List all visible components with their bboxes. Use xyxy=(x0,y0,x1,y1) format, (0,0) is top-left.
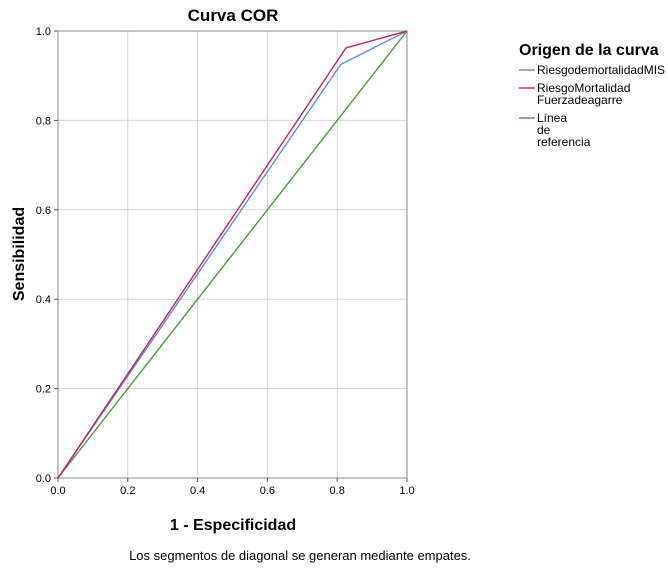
x-axis-ticks: 0.0 0.2 0.4 0.6 0.8 1.0 xyxy=(50,478,415,497)
x-tick-label: 0.2 xyxy=(120,485,135,497)
x-tick-label: 0.8 xyxy=(330,485,345,497)
y-tick-label: 0.2 xyxy=(36,384,51,396)
x-tick-label: 1.0 xyxy=(399,485,414,497)
y-tick-label: 0.6 xyxy=(36,205,51,217)
chart-footnote: Los segmentos de diagonal se generan med… xyxy=(129,548,471,563)
legend-label-0: RiesgodemortalidadMIS xyxy=(537,63,665,77)
x-tick-label: 0.4 xyxy=(190,485,205,497)
series-line-2 xyxy=(57,30,408,479)
y-tick-label: 1.0 xyxy=(36,26,51,38)
legend-label-2: Línea xyxy=(537,111,567,125)
series-line-0 xyxy=(57,30,408,479)
y-axis-label: Sensibilidad xyxy=(11,207,28,301)
series-lines xyxy=(57,30,408,479)
plot-frame xyxy=(57,30,408,479)
y-axis-ticks: 0.0 0.2 0.4 0.6 0.8 1.0 xyxy=(36,26,58,485)
x-tick-label: 0.0 xyxy=(50,485,65,497)
legend-title: Origen de la curva xyxy=(519,42,659,59)
y-tick-label: 0.8 xyxy=(36,115,51,127)
legend-label-1: RiesgoMortalidad xyxy=(537,81,630,95)
legend-label-1: Fuerzadeagarre xyxy=(537,93,623,107)
series-line-1 xyxy=(57,30,408,479)
y-tick-label: 0.0 xyxy=(36,473,51,485)
legend: Origen de la curva RiesgodemortalidadMIS… xyxy=(519,42,665,149)
grid xyxy=(58,31,407,478)
chart-title: Curva COR xyxy=(188,6,279,25)
y-tick-label: 0.4 xyxy=(36,294,51,306)
legend-label-2: referencia xyxy=(537,135,591,149)
x-axis-label: 1 - Especificidad xyxy=(170,517,296,534)
x-tick-label: 0.6 xyxy=(260,485,275,497)
legend-label-2: de xyxy=(537,123,551,137)
